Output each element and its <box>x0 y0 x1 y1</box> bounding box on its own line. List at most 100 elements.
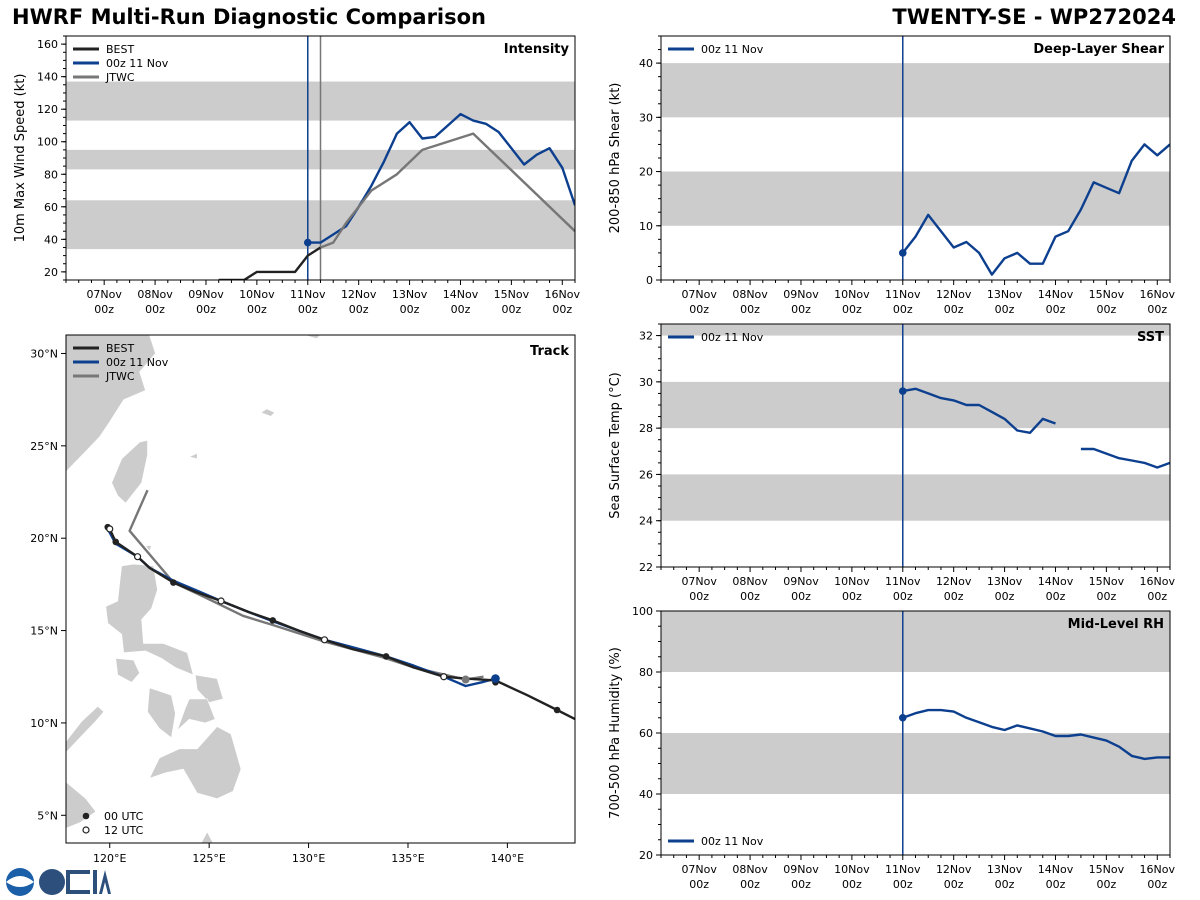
land-mindoro <box>115 657 140 683</box>
chart-rh: 07Nov 00z 08Nov 00z 09Nov 00z 10Nov 00z 11Nov 00z… <box>608 605 1175 891</box>
x-tick-label: 00z <box>1046 303 1066 316</box>
y-tick-label: 20 <box>639 166 653 179</box>
land-layer <box>66 335 321 843</box>
x-tick-label: 10Nov <box>834 288 870 301</box>
land-china-coast <box>66 335 156 473</box>
x-tick-label: 11Nov <box>885 288 921 301</box>
x-tick-label: 10Nov <box>239 288 275 301</box>
land-taiwan <box>111 439 148 504</box>
page-title: HWRF Multi-Run Diagnostic Comparison <box>12 5 487 29</box>
cira-logo-mark <box>99 870 111 894</box>
x-tick-label: 12Nov <box>936 863 972 876</box>
shaded-band <box>661 733 1170 794</box>
y-tick-label: 140 <box>37 71 58 84</box>
x-tick-label: 00z <box>298 303 318 316</box>
x-tick-label: 00z <box>944 878 964 891</box>
x-tick-label: 08Nov <box>732 863 768 876</box>
shaded-band <box>661 324 1170 336</box>
x-tick-label: 11Nov <box>290 288 326 301</box>
x-tick-label: 14Nov <box>443 288 479 301</box>
series-line-run <box>901 143 1170 276</box>
best-00utc-point <box>269 617 277 624</box>
panel-title: Deep-Layer Shear <box>1033 42 1164 57</box>
x-tick-label: 07Nov <box>681 575 717 588</box>
x-tick-label: 11Nov <box>885 863 921 876</box>
noaa-logo-wave <box>6 876 34 887</box>
x-tick-label: 00z <box>689 303 709 316</box>
x-tick-label: 00z <box>944 590 964 603</box>
y-tick-label: 5°N <box>37 809 58 822</box>
y-tick-label: 80 <box>44 168 58 181</box>
panel-title: Intensity <box>504 42 570 57</box>
x-tick-label: 09Nov <box>783 288 819 301</box>
x-tick-label: 13Nov <box>987 288 1023 301</box>
y-tick-label: 100 <box>632 605 653 618</box>
x-tick-label: 00z <box>1147 303 1167 316</box>
land-leyte-cebu <box>177 698 216 731</box>
legend-label: BEST <box>106 342 134 355</box>
x-tick-label: 16Nov <box>1140 575 1176 588</box>
axes-frame <box>65 334 576 844</box>
x-tick-label: 14Nov <box>1038 863 1074 876</box>
init-point-marker <box>898 249 907 257</box>
y-axis-label: Sea Surface Temp (°C) <box>608 372 623 519</box>
y-tick-label: 24 <box>639 515 653 528</box>
x-tick-label: 12Nov <box>936 288 972 301</box>
y-tick-label: 15°N <box>30 625 58 638</box>
x-tick-label: 15Nov <box>1089 575 1125 588</box>
x-tick-label: 00z <box>995 303 1015 316</box>
x-tick-label: 00z <box>995 878 1015 891</box>
x-tick-label: 135°E <box>391 852 424 865</box>
land-mindanao <box>148 726 242 800</box>
x-tick-label: 00z <box>1096 590 1116 603</box>
x-tick-label: 120°E <box>93 852 126 865</box>
chart-shear: 07Nov 00z 08Nov 00z 09Nov 00z 10Nov 00z 11Nov 00z… <box>608 35 1175 316</box>
x-tick-label: 16Nov <box>1140 863 1176 876</box>
x-tick-label: 00z <box>1046 590 1066 603</box>
x-tick-label: 00z <box>791 878 811 891</box>
x-tick-label: 00z <box>791 590 811 603</box>
x-tick-label: 00z <box>400 303 420 316</box>
x-tick-label: 00z <box>145 303 165 316</box>
shaded-band <box>661 611 1170 672</box>
y-tick-label: 28 <box>639 422 653 435</box>
x-tick-label: 10Nov <box>834 575 870 588</box>
legend-label: 00 UTC <box>104 810 144 823</box>
legend-00utc-marker <box>82 812 90 820</box>
best-12utc-point <box>440 673 448 681</box>
legend-12utc-marker <box>82 826 90 834</box>
y-tick-label: 30°N <box>30 347 58 360</box>
legend-label: JTWC <box>105 370 135 383</box>
y-tick-label: 40 <box>639 57 653 70</box>
x-tick-label: 00z <box>842 878 862 891</box>
land-borneo <box>66 781 97 829</box>
y-tick-label: 100 <box>37 136 58 149</box>
cira-logo-globe <box>39 869 65 895</box>
panel-title: Track <box>530 344 569 359</box>
best-00utc-point <box>382 653 390 660</box>
x-tick-label: 00z <box>1147 878 1167 891</box>
x-tick-label: 16Nov <box>545 288 581 301</box>
y-tick-label: 20 <box>639 849 653 862</box>
x-tick-label: 08Nov <box>137 288 173 301</box>
series-line-run <box>902 387 1056 434</box>
shaded-band <box>661 171 1170 226</box>
legend-label: JTWC <box>105 71 135 84</box>
x-tick-label: 07Nov <box>681 288 717 301</box>
x-tick-label: 11Nov <box>885 575 921 588</box>
best-00utc-point <box>553 706 561 714</box>
agency-logos <box>6 868 111 896</box>
y-tick-label: 80 <box>639 666 653 679</box>
y-tick-label: 60 <box>44 201 58 214</box>
y-tick-label: 22 <box>639 561 653 574</box>
land-sulawesi-n <box>200 831 214 843</box>
x-tick-label: 00z <box>791 303 811 316</box>
shaded-band <box>661 474 1170 521</box>
y-axis-label: 10m Max Wind Speed (kt) <box>13 74 28 243</box>
best-00utc-point <box>112 538 120 546</box>
y-tick-label: 20°N <box>30 532 58 545</box>
y-tick-label: 30 <box>639 376 653 389</box>
x-tick-label: 00z <box>501 303 521 316</box>
best-12utc-point <box>133 553 142 561</box>
y-tick-label: 60 <box>639 727 653 740</box>
